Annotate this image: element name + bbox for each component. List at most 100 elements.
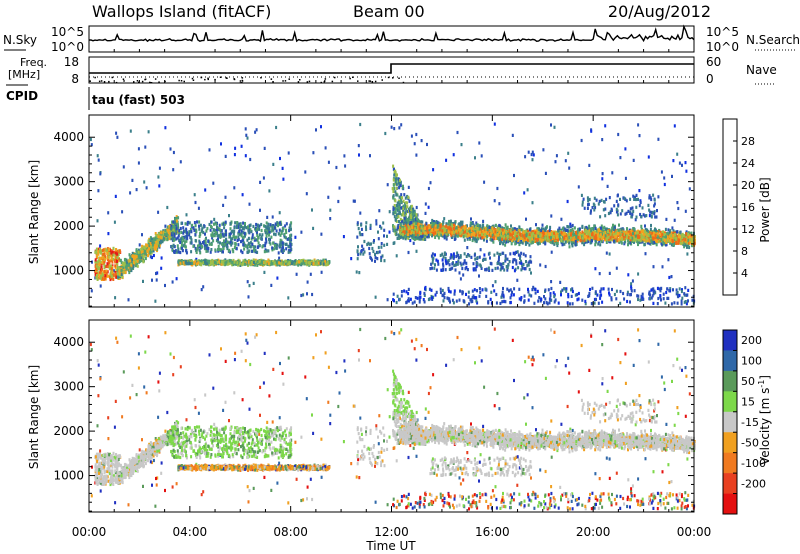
data-cell bbox=[362, 247, 365, 251]
data-cell bbox=[110, 267, 113, 271]
data-cell bbox=[218, 247, 221, 252]
data-cell bbox=[676, 301, 679, 305]
data-cell bbox=[172, 236, 174, 240]
data-cell bbox=[511, 290, 513, 294]
data-cell bbox=[376, 250, 379, 255]
data-cell bbox=[415, 249, 418, 253]
nave-dot bbox=[178, 79, 180, 82]
data-cell bbox=[145, 253, 148, 257]
data-cell bbox=[169, 147, 172, 151]
data-cell bbox=[656, 286, 659, 290]
data-cell bbox=[310, 262, 313, 266]
plot-title: Wallops Island (fitACF) bbox=[92, 2, 271, 21]
data-cell bbox=[221, 222, 224, 226]
data-cell bbox=[137, 161, 140, 165]
data-cell bbox=[528, 293, 531, 297]
data-cell bbox=[439, 287, 442, 291]
data-cell bbox=[125, 267, 128, 271]
data-cell bbox=[228, 248, 231, 252]
data-cell bbox=[398, 178, 401, 182]
data-cell bbox=[410, 204, 413, 208]
data-cell bbox=[234, 146, 237, 150]
nave-dot bbox=[214, 78, 216, 81]
data-cell bbox=[637, 123, 640, 127]
data-cell bbox=[212, 228, 215, 232]
data-cell bbox=[288, 229, 291, 233]
data-cell bbox=[660, 298, 662, 302]
data-cell bbox=[501, 290, 504, 294]
data-cell bbox=[210, 220, 213, 224]
data-cell bbox=[182, 238, 185, 243]
data-cell bbox=[458, 298, 461, 302]
data-cell bbox=[403, 204, 406, 208]
data-cell bbox=[601, 138, 604, 142]
data-cell bbox=[549, 292, 552, 296]
data-cell bbox=[271, 262, 274, 266]
data-cell bbox=[182, 261, 185, 265]
data-cell bbox=[129, 191, 132, 195]
data-cell bbox=[619, 156, 622, 160]
data-cell bbox=[400, 294, 403, 298]
data-cell bbox=[462, 273, 465, 277]
data-cell bbox=[157, 232, 160, 236]
data-cell bbox=[137, 254, 140, 258]
data-cell bbox=[238, 262, 241, 266]
data-cell bbox=[117, 266, 120, 270]
nave-dot bbox=[89, 80, 91, 82]
nave-dot bbox=[241, 77, 244, 79]
data-cell bbox=[274, 233, 277, 237]
data-cell bbox=[284, 259, 287, 263]
data-cell bbox=[114, 251, 117, 255]
data-cell bbox=[183, 240, 186, 244]
data-cell bbox=[288, 237, 291, 242]
data-cell bbox=[383, 228, 386, 232]
data-cell bbox=[327, 160, 330, 164]
data-cell bbox=[171, 228, 174, 232]
data-cell bbox=[214, 248, 217, 252]
data-cell bbox=[245, 226, 248, 230]
nave-dot bbox=[94, 76, 96, 79]
data-cell bbox=[470, 300, 473, 304]
data-cell bbox=[259, 208, 261, 212]
data-cell bbox=[219, 259, 222, 263]
data-cell bbox=[239, 263, 242, 267]
data-cell bbox=[525, 217, 527, 221]
data-cell bbox=[416, 296, 419, 300]
data-cell bbox=[542, 148, 545, 152]
data-cell bbox=[200, 244, 203, 248]
data-cell bbox=[229, 232, 231, 236]
nave-dot bbox=[108, 80, 110, 83]
data-cell bbox=[584, 299, 587, 303]
data-cell bbox=[142, 254, 145, 258]
data-cell bbox=[588, 163, 591, 167]
data-cell bbox=[600, 287, 603, 291]
data-cell bbox=[195, 250, 198, 254]
data-cell bbox=[401, 196, 404, 200]
data-cell bbox=[688, 187, 691, 191]
data-cell bbox=[270, 283, 273, 287]
data-cell bbox=[288, 261, 291, 265]
data-cell bbox=[676, 294, 679, 298]
data-cell bbox=[577, 185, 580, 189]
data-cell bbox=[111, 260, 114, 264]
data-cell bbox=[403, 193, 406, 197]
data-cell bbox=[261, 261, 264, 265]
data-cell bbox=[208, 148, 211, 152]
data-cell bbox=[659, 289, 662, 293]
data-cell bbox=[352, 199, 355, 203]
data-cell bbox=[168, 232, 171, 236]
data-cell bbox=[359, 233, 362, 237]
data-cell bbox=[249, 245, 252, 249]
data-cell bbox=[254, 130, 257, 134]
data-cell bbox=[396, 236, 399, 240]
data-cell bbox=[180, 221, 183, 225]
data-cell bbox=[504, 300, 507, 304]
data-cell bbox=[175, 277, 178, 281]
data-cell bbox=[526, 188, 529, 192]
data-cell bbox=[129, 262, 132, 266]
data-cell bbox=[513, 173, 515, 178]
data-cell bbox=[283, 232, 286, 236]
data-cell bbox=[277, 224, 279, 228]
data-cell bbox=[559, 280, 562, 284]
data-cell bbox=[419, 291, 422, 295]
